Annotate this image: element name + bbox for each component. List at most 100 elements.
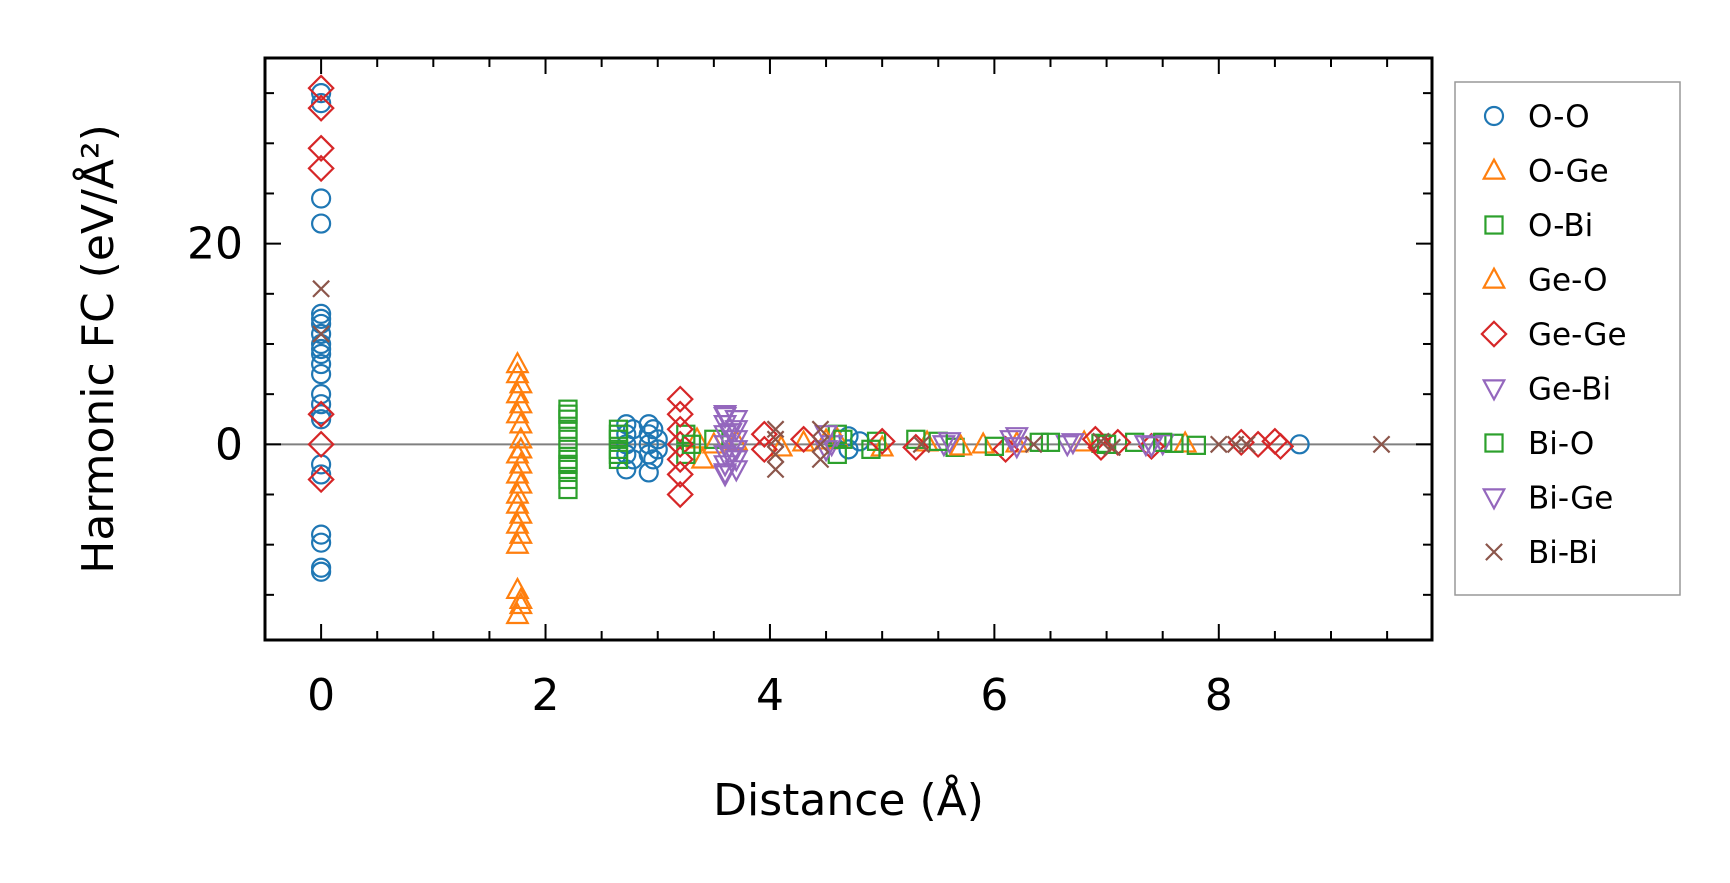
data-point bbox=[811, 435, 830, 454]
series-bi-bi bbox=[312, 279, 1391, 479]
axis-ticks bbox=[264, 58, 1432, 640]
x-tick-label: 0 bbox=[307, 670, 335, 721]
x-tick-label: 2 bbox=[532, 670, 560, 721]
data-point bbox=[508, 591, 533, 615]
data-point bbox=[311, 343, 332, 365]
data-point bbox=[666, 480, 694, 509]
data-point bbox=[307, 94, 335, 122]
legend-label: Bi-Ge bbox=[1528, 481, 1613, 517]
data-points bbox=[307, 74, 1391, 625]
data-point bbox=[912, 435, 931, 454]
data-point bbox=[508, 586, 533, 610]
data-point bbox=[307, 134, 335, 163]
legend-marker bbox=[1480, 320, 1508, 348]
data-point bbox=[311, 557, 332, 578]
data-point bbox=[311, 323, 332, 345]
data-point bbox=[1029, 432, 1049, 452]
data-point bbox=[558, 404, 578, 424]
data-point bbox=[1209, 435, 1228, 454]
x-tick-label: 8 bbox=[1205, 670, 1233, 721]
data-point bbox=[666, 385, 694, 413]
legend-item: O-Bi bbox=[1484, 208, 1593, 244]
legend-marker bbox=[1481, 488, 1507, 511]
data-point bbox=[1186, 435, 1207, 455]
x-tick-label: 4 bbox=[756, 670, 784, 721]
series-bi-ge bbox=[712, 407, 1164, 486]
data-point bbox=[558, 399, 578, 419]
legend-item: Ge-O bbox=[1481, 263, 1608, 299]
data-point bbox=[307, 74, 335, 102]
data-point bbox=[307, 400, 335, 428]
legend-item: Ge-Ge bbox=[1480, 317, 1627, 353]
data-point bbox=[558, 469, 578, 490]
y-tick-label: 20 bbox=[187, 219, 243, 270]
data-point bbox=[868, 427, 896, 456]
data-point bbox=[718, 447, 743, 470]
data-point bbox=[789, 425, 818, 454]
data-point bbox=[906, 429, 926, 449]
data-point bbox=[508, 521, 533, 544]
data-point bbox=[1040, 432, 1061, 452]
data-point bbox=[811, 450, 830, 469]
data-point bbox=[505, 401, 530, 424]
legend-item: O-Ge bbox=[1481, 154, 1609, 190]
legend-marker bbox=[1481, 157, 1507, 180]
data-point bbox=[971, 431, 996, 454]
data-point bbox=[1237, 435, 1256, 454]
data-point bbox=[505, 576, 530, 600]
data-point bbox=[311, 303, 332, 324]
data-point bbox=[999, 430, 1024, 453]
legend-item: O-O bbox=[1483, 99, 1590, 135]
data-point bbox=[712, 407, 738, 430]
data-point bbox=[1055, 435, 1080, 458]
series-o-ge bbox=[505, 350, 1198, 625]
legend: O-O O-Ge O-Bi Ge-O Ge-Ge Ge-Bi Bi-O Bi-Ge Bi-Bi bbox=[1454, 81, 1681, 596]
data-point bbox=[307, 154, 335, 183]
data-point bbox=[1173, 430, 1198, 453]
legend-marker bbox=[1481, 379, 1507, 402]
series-o-o bbox=[311, 83, 1310, 582]
legend-label: Bi-O bbox=[1528, 426, 1594, 462]
data-point bbox=[638, 414, 659, 435]
data-point bbox=[311, 464, 332, 485]
data-point bbox=[1004, 427, 1029, 450]
legend-label: Bi-Bi bbox=[1528, 535, 1598, 571]
data-point bbox=[311, 524, 332, 545]
data-point bbox=[558, 439, 578, 459]
data-point bbox=[643, 419, 664, 440]
data-point bbox=[750, 420, 779, 448]
data-point bbox=[647, 439, 668, 460]
legend-marker bbox=[1484, 433, 1504, 453]
data-point bbox=[508, 371, 533, 394]
data-point bbox=[937, 432, 962, 455]
data-point bbox=[819, 435, 844, 458]
data-point bbox=[311, 338, 332, 360]
data-point bbox=[766, 460, 785, 479]
data-point bbox=[505, 531, 530, 554]
y-tick-label: 0 bbox=[215, 419, 243, 470]
y-axis-label: Harmonic FC (eV/Å²) bbox=[71, 124, 124, 574]
data-point bbox=[508, 436, 533, 459]
data-point bbox=[833, 429, 853, 449]
data-point bbox=[690, 446, 715, 469]
data-point bbox=[1024, 435, 1043, 454]
data-point bbox=[718, 423, 743, 446]
data-point bbox=[311, 363, 332, 385]
data-point bbox=[307, 430, 335, 459]
data-point bbox=[311, 308, 332, 329]
data-point bbox=[558, 454, 578, 475]
data-point bbox=[508, 426, 533, 449]
series-ge-ge bbox=[307, 74, 1295, 509]
data-point bbox=[931, 435, 956, 458]
x-axis-label: Distance (Å) bbox=[713, 773, 984, 826]
tick-labels: 0 2 4 6 8 0 20 bbox=[187, 219, 1233, 721]
data-point bbox=[505, 381, 530, 404]
data-point bbox=[505, 350, 530, 374]
legend-item: Bi-O bbox=[1484, 426, 1594, 462]
data-point bbox=[1004, 437, 1029, 460]
legend-label: O-Bi bbox=[1528, 208, 1593, 244]
data-point bbox=[1153, 432, 1173, 452]
data-point bbox=[311, 394, 332, 415]
data-point bbox=[558, 409, 578, 429]
data-point bbox=[638, 462, 659, 483]
